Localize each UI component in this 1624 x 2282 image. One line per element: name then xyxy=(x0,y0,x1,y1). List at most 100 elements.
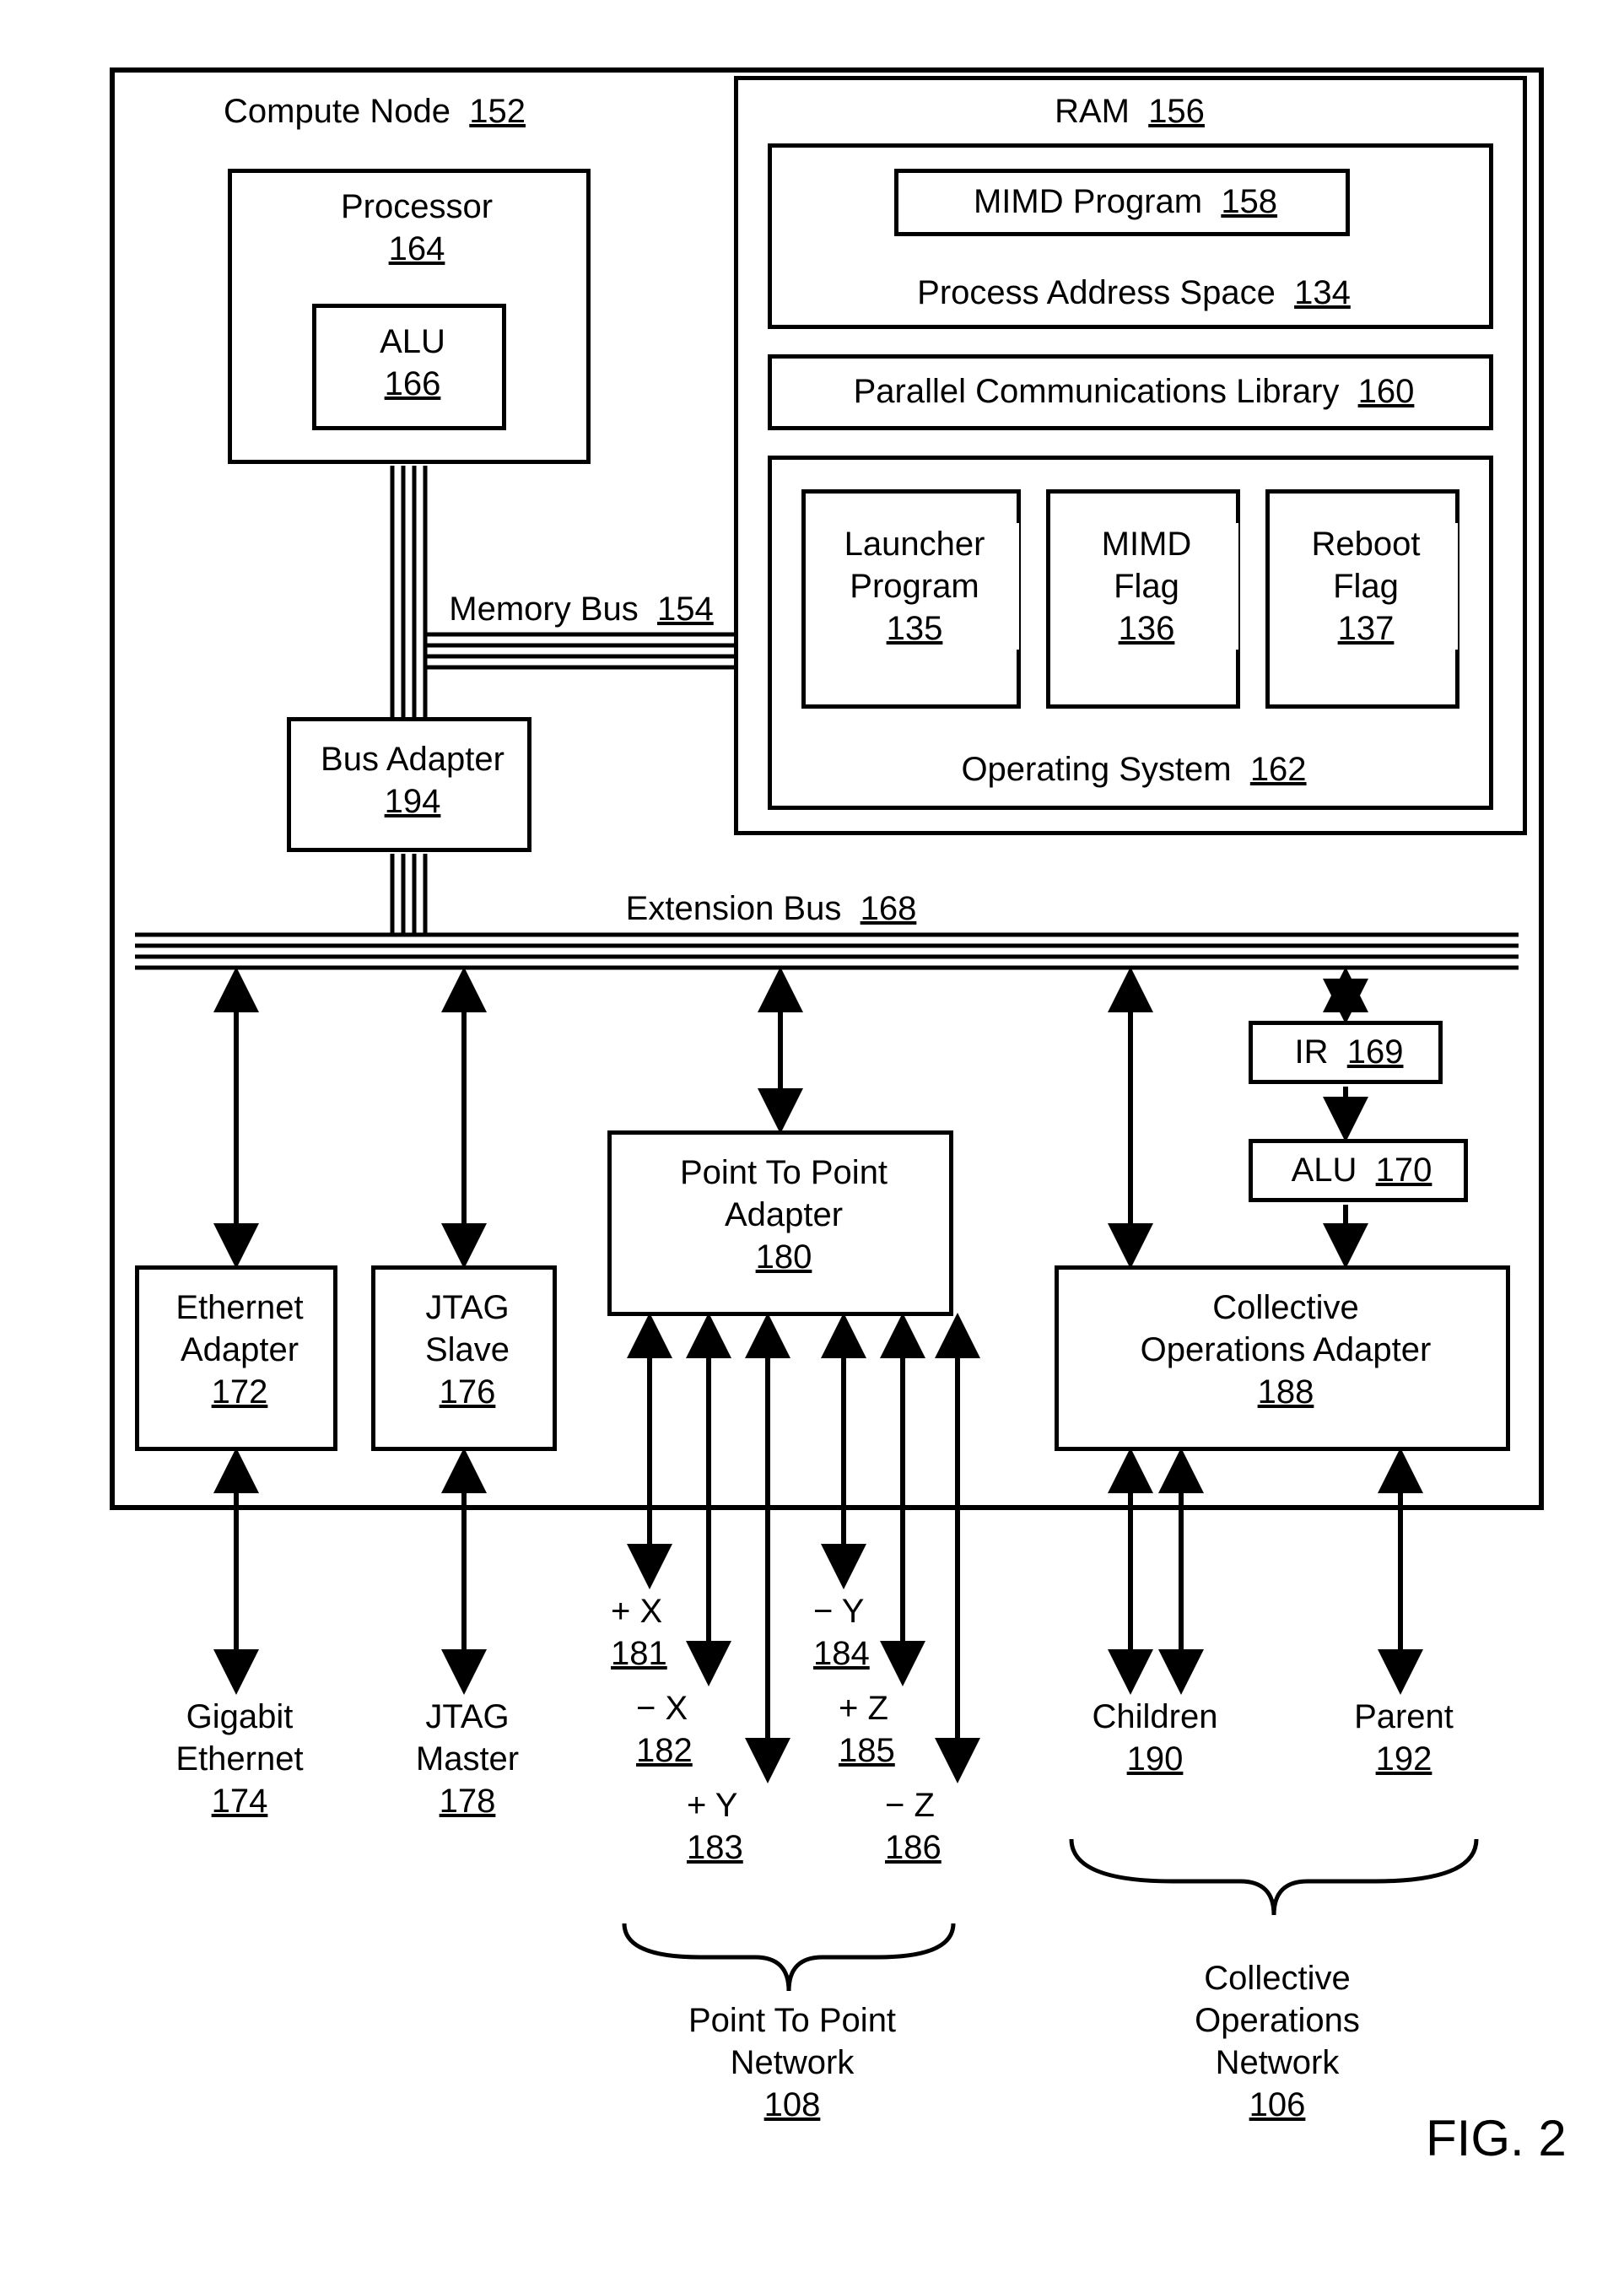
minusz-label: − Z 186 xyxy=(882,1784,973,1869)
jtag-master-label: JTAG Master 178 xyxy=(388,1696,547,1822)
mimd-program-label: MIMD Program 158 xyxy=(928,183,1323,221)
launcher-label: Launcher Program 135 xyxy=(810,523,1019,650)
children-ref: 190 xyxy=(1071,1738,1239,1780)
os-text: Operating System xyxy=(961,751,1231,788)
parent-ref: 192 xyxy=(1328,1738,1480,1780)
jtag-slave-l1: JTAG xyxy=(387,1287,548,1329)
gigabit-label: Gigabit Ethernet 174 xyxy=(152,1696,327,1822)
minusz-ref: 186 xyxy=(885,1826,969,1869)
ir-ref: 169 xyxy=(1347,1033,1404,1071)
jtag-slave-label: JTAG Slave 176 xyxy=(384,1287,551,1413)
ptp-adapter-label: Point To Point Adapter 180 xyxy=(633,1152,935,1278)
ext-bus-ref: 168 xyxy=(861,890,917,927)
coll-network-ref: 106 xyxy=(1168,2084,1387,2126)
bus-adapter-text: Bus Adapter xyxy=(307,738,518,780)
alu2-text: ALU xyxy=(1292,1152,1357,1189)
minusy-label: − Y 184 xyxy=(810,1590,901,1675)
figure-text: FIG. 2 xyxy=(1426,2110,1567,2166)
launcher-ref: 135 xyxy=(813,607,1016,650)
plusx-text: + X xyxy=(611,1590,695,1632)
parallel-lib-ref: 160 xyxy=(1358,373,1415,410)
bus-adapter-ref: 194 xyxy=(307,780,518,823)
ram-text: RAM xyxy=(1055,93,1130,130)
jtag-master-l1: JTAG xyxy=(391,1696,543,1738)
mimd-flag-l2: Flag xyxy=(1058,565,1235,607)
coll-adapter-l2: Operations Adapter xyxy=(1083,1329,1488,1371)
ext-bus-text: Extension Bus xyxy=(626,890,842,927)
ram-ref: 156 xyxy=(1148,93,1205,130)
ir-label: IR 169 xyxy=(1265,1033,1432,1071)
ptp-adapter-l2: Adapter xyxy=(636,1194,931,1236)
ptp-network-l1: Point To Point xyxy=(670,1999,915,2042)
eth-adapter-l2: Adapter xyxy=(151,1329,328,1371)
compute-node-label: Compute Node 152 xyxy=(202,93,547,131)
jtag-slave-l2: Slave xyxy=(387,1329,548,1371)
minusx-text: − X xyxy=(636,1687,720,1729)
parallel-lib-text: Parallel Communications Library xyxy=(854,373,1340,410)
reboot-flag-l1: Reboot xyxy=(1277,523,1454,565)
plusx-label: + X 181 xyxy=(607,1590,699,1675)
coll-adapter-ref: 188 xyxy=(1083,1371,1488,1413)
ext-bus-label: Extension Bus 168 xyxy=(599,890,943,928)
mimd-program-ref: 158 xyxy=(1221,183,1277,220)
eth-adapter-l1: Ethernet xyxy=(151,1287,328,1329)
parent-text: Parent xyxy=(1328,1696,1480,1738)
minusx-ref: 182 xyxy=(636,1729,720,1772)
bus-adapter-label: Bus Adapter 194 xyxy=(304,738,521,823)
processor-text: Processor xyxy=(299,186,535,228)
plusy-text: + Y xyxy=(687,1784,771,1826)
processor-ref: 164 xyxy=(299,228,535,270)
minusz-text: − Z xyxy=(885,1784,969,1826)
jtag-slave-ref: 176 xyxy=(387,1371,548,1413)
parallel-lib-label: Parallel Communications Library 160 xyxy=(789,373,1479,411)
alu1-ref: 166 xyxy=(341,363,484,405)
launcher-l1: Launcher xyxy=(813,523,1016,565)
os-label: Operating System 162 xyxy=(903,751,1365,789)
minusy-ref: 184 xyxy=(813,1632,898,1675)
reboot-flag-ref: 137 xyxy=(1277,607,1454,650)
ptp-adapter-l1: Point To Point xyxy=(636,1152,931,1194)
figure-label: FIG. 2 xyxy=(1426,2109,1567,2167)
coll-network-l3: Network xyxy=(1168,2042,1387,2084)
compute-node-text: Compute Node xyxy=(224,93,451,130)
gigabit-l1: Gigabit xyxy=(155,1696,324,1738)
coll-network-l2: Operations xyxy=(1168,1999,1387,2042)
memory-bus-label: Memory Bus 154 xyxy=(439,591,724,628)
eth-adapter-ref: 172 xyxy=(151,1371,328,1413)
children-label: Children 190 xyxy=(1067,1696,1243,1780)
plusz-label: + Z 185 xyxy=(835,1687,926,1772)
minusx-label: − X 182 xyxy=(633,1687,724,1772)
mimd-program-text: MIMD Program xyxy=(974,183,1202,220)
minusy-text: − Y xyxy=(813,1590,898,1632)
processor-label: Processor 164 xyxy=(295,186,538,270)
alu1-label: ALU 166 xyxy=(337,321,488,405)
os-ref: 162 xyxy=(1250,751,1307,788)
ptp-adapter-ref: 180 xyxy=(636,1236,931,1278)
ptp-network-label: Point To Point Network 108 xyxy=(666,1999,918,2126)
memory-bus-ref: 154 xyxy=(657,591,714,628)
reboot-flag-l2: Flag xyxy=(1277,565,1454,607)
ptp-network-ref: 108 xyxy=(670,2084,915,2126)
coll-adapter-l1: Collective xyxy=(1083,1287,1488,1329)
jtag-master-ref: 178 xyxy=(391,1780,543,1822)
diagram-canvas: Compute Node 152 Processor 164 ALU 166 R… xyxy=(34,34,1624,2248)
eth-adapter-label: Ethernet Adapter 172 xyxy=(148,1287,332,1413)
plusy-ref: 183 xyxy=(687,1826,771,1869)
compute-node-ref: 152 xyxy=(469,93,526,130)
jtag-master-l2: Master xyxy=(391,1738,543,1780)
ptp-network-l2: Network xyxy=(670,2042,915,2084)
alu2-label: ALU 170 xyxy=(1265,1152,1458,1190)
coll-network-label: Collective Operations Network 106 xyxy=(1164,1957,1390,2126)
plusz-ref: 185 xyxy=(839,1729,923,1772)
ram-label: RAM 156 xyxy=(987,93,1272,131)
alu2-ref: 170 xyxy=(1376,1152,1432,1189)
gigabit-ref: 174 xyxy=(155,1780,324,1822)
ir-text: IR xyxy=(1295,1033,1329,1071)
launcher-l2: Program xyxy=(813,565,1016,607)
reboot-flag-label: Reboot Flag 137 xyxy=(1274,523,1458,650)
coll-adapter-label: Collective Operations Adapter 188 xyxy=(1080,1287,1492,1413)
mimd-flag-label: MIMD Flag 136 xyxy=(1055,523,1238,650)
children-text: Children xyxy=(1071,1696,1239,1738)
process-addr-label: Process Address Space 134 xyxy=(861,274,1407,312)
plusy-label: + Y 183 xyxy=(683,1784,774,1869)
